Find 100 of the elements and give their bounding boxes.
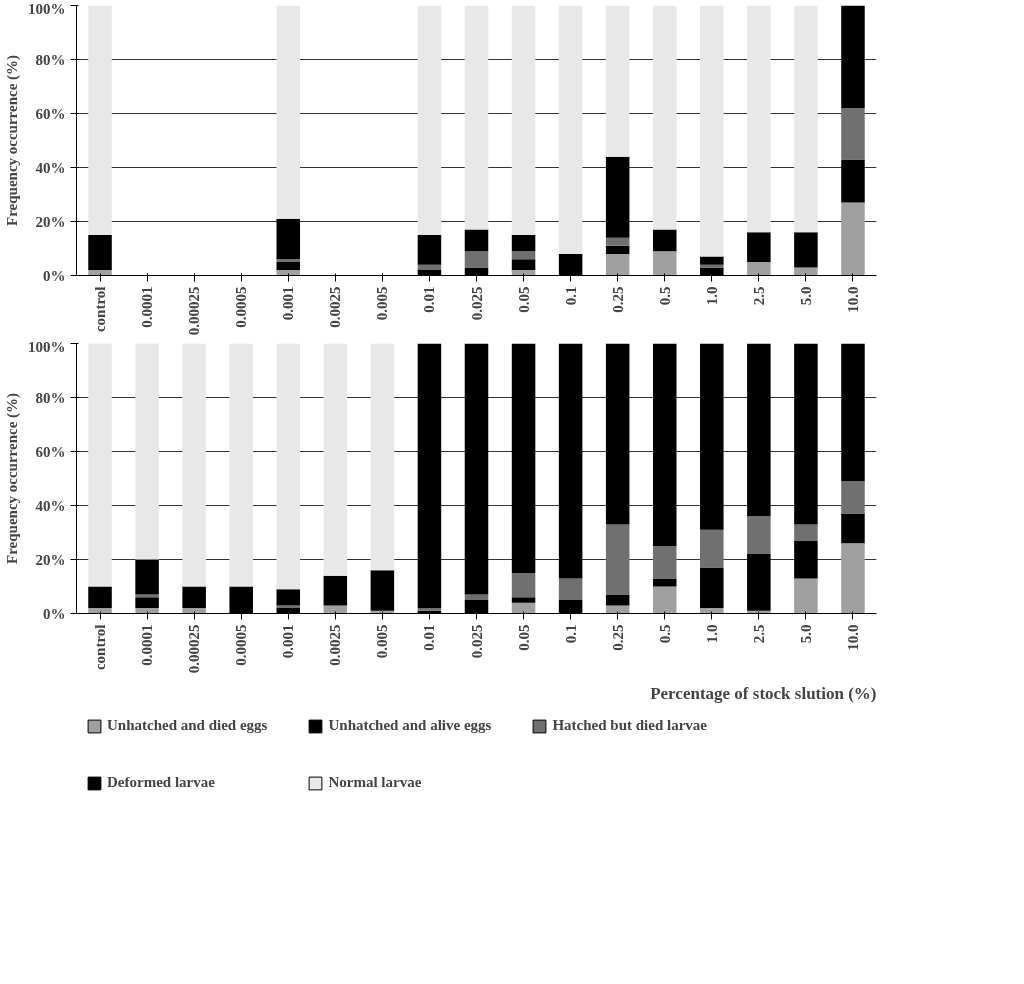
bar <box>558 5 583 254</box>
x-tick-label: 2.5 <box>750 286 767 306</box>
bar <box>276 259 301 262</box>
y-tick-label: 60% <box>35 105 66 122</box>
bar <box>135 608 159 614</box>
x-tick-label: 10.0 <box>844 286 861 313</box>
y-axis-title: Frequency occurrence (%) <box>4 54 21 227</box>
bar <box>88 608 112 614</box>
x-tick-label: 0.005 <box>374 624 391 659</box>
x-tick-label: 0.0001 <box>139 624 156 666</box>
bar <box>841 543 865 614</box>
x-tick-label: 0.001 <box>280 624 297 659</box>
y-tick-label: 0% <box>43 605 66 622</box>
x-tick-label: 0.00025 <box>186 286 203 336</box>
x-tick-label: 1.0 <box>703 624 720 644</box>
bar <box>135 597 159 609</box>
legend-label: Normal larvae <box>328 774 422 791</box>
x-tick-label: 0.025 <box>468 624 485 659</box>
bar <box>229 343 253 587</box>
x-tick-label: control <box>92 286 109 333</box>
y-tick-label: 40% <box>35 497 66 514</box>
y-tick-label: 0% <box>43 267 66 284</box>
bar <box>276 5 301 219</box>
y-tick-label: 20% <box>35 551 66 568</box>
bar <box>605 594 630 606</box>
bar <box>323 605 348 614</box>
x-tick-label: 0.01 <box>421 624 438 651</box>
legend-label: Unhatched and died eggs <box>107 717 268 734</box>
x-tick-label: 0.0005 <box>233 286 250 328</box>
bar <box>135 343 159 560</box>
x-tick-label: 0.001 <box>280 286 297 321</box>
bar <box>182 586 206 609</box>
x-tick-label: 0.0025 <box>327 286 344 328</box>
bar <box>88 5 112 235</box>
bar <box>700 256 724 265</box>
bar <box>88 270 112 276</box>
bar <box>464 229 489 252</box>
bar <box>841 481 865 514</box>
x-axis-title: Percentage of stock slution (%) <box>650 683 877 703</box>
bar <box>700 608 724 614</box>
legend-label: Deformed larvae <box>107 774 215 791</box>
legend-label: Unhatched and alive eggs <box>328 717 492 734</box>
bar <box>794 524 818 541</box>
bar <box>88 343 112 587</box>
bar <box>605 253 630 276</box>
bar <box>88 586 112 609</box>
bar <box>182 343 206 587</box>
bar <box>276 605 301 609</box>
bar <box>652 5 677 230</box>
x-tick-label: 0.5 <box>656 624 673 644</box>
x-tick-label: 2.5 <box>750 624 767 644</box>
bar <box>417 264 442 271</box>
x-tick-label: 0.025 <box>468 286 485 321</box>
bar <box>323 575 348 606</box>
x-tick-label: 0.05 <box>515 624 532 651</box>
bar <box>276 343 301 590</box>
x-tick-label: 0.5 <box>656 286 673 306</box>
bar <box>511 602 536 614</box>
x-tick-label: 5.0 <box>797 286 814 306</box>
bar <box>605 5 630 157</box>
y-tick-label: 40% <box>35 159 66 176</box>
bar <box>605 245 630 254</box>
bar <box>794 232 818 268</box>
legend-label: Hatched but died larvae <box>552 717 707 734</box>
x-tick-label: 0.01 <box>421 286 438 313</box>
bar <box>370 343 395 571</box>
bar <box>652 229 677 252</box>
bar <box>652 578 677 587</box>
bar <box>417 235 442 265</box>
bar <box>841 513 865 544</box>
bar <box>747 516 771 555</box>
x-tick-label: 0.25 <box>609 286 626 313</box>
bar <box>464 251 489 268</box>
bar <box>652 251 677 276</box>
y-tick-label: 100% <box>28 0 66 17</box>
bar <box>276 270 301 276</box>
bar <box>747 232 771 262</box>
bar <box>605 237 630 246</box>
bar <box>511 251 536 260</box>
x-tick-label: 0.00025 <box>186 624 203 674</box>
x-tick-label: 0.25 <box>609 624 626 651</box>
bar <box>841 108 865 160</box>
y-tick-label: 20% <box>35 213 66 230</box>
bar <box>511 5 536 235</box>
bar <box>652 586 677 614</box>
bar <box>605 524 630 595</box>
bar <box>558 578 583 600</box>
bar <box>747 5 771 233</box>
bar <box>511 597 536 603</box>
bar <box>700 5 724 257</box>
bar <box>794 5 818 233</box>
y-tick-label: 60% <box>35 443 66 460</box>
y-axis-title: Frequency occurrence (%) <box>4 392 21 565</box>
x-tick-label: control <box>92 624 109 671</box>
bar <box>417 5 442 235</box>
x-tick-label: 0.0001 <box>139 286 156 328</box>
bar <box>464 594 489 600</box>
bar <box>182 608 206 614</box>
y-tick-label: 80% <box>35 389 66 406</box>
y-tick-label: 100% <box>28 338 66 355</box>
